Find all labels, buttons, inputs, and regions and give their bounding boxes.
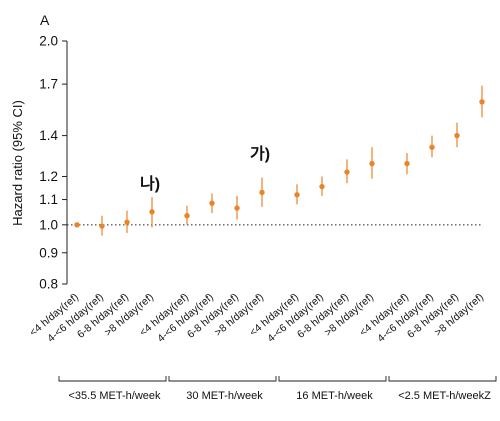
y-tick-label: 1.2: [39, 169, 58, 184]
group-bracket: [388, 376, 497, 382]
group-brackets: <35.5 MET-h/week 30 MET-h/week 16 MET-h/we…: [58, 376, 497, 402]
y-tick-label: 1.0: [39, 217, 58, 232]
hazard-ratio-point: [479, 99, 485, 105]
hazard-ratio-point: [99, 223, 105, 229]
hazard-ratio-point: [124, 219, 130, 225]
hazard-ratio-point: [149, 209, 155, 215]
data-marks: [74, 85, 485, 236]
hazard-ratio-point: [429, 144, 435, 150]
hazard-ratio-point: [319, 183, 325, 190]
hazard-ratio-point: [344, 169, 350, 175]
hazard-ratio-point: [259, 189, 265, 196]
hazard-ratio-point: [294, 192, 300, 198]
group-label: <35.5 MET-h/week: [68, 390, 161, 402]
annotation-label: 나): [140, 175, 160, 193]
y-ticks: 0.8 0.9 1.0 1.1 1.2 1.4 1.7 2.0: [39, 34, 67, 292]
hazard-ratio-point: [404, 160, 410, 167]
annotations: 나) 가): [140, 145, 270, 193]
y-tick-label: 1.7: [39, 77, 58, 92]
hazard-ratio-point: [369, 160, 375, 167]
hazard-ratio-point: [184, 212, 190, 219]
group-bracket: [168, 376, 277, 382]
group-bracket: [58, 376, 167, 382]
y-tick-label: 1.4: [39, 128, 58, 143]
group-label: <2.5 MET-h/weekZ: [398, 390, 491, 402]
y-tick-label: 0.9: [39, 245, 58, 260]
group-bracket: [278, 376, 387, 382]
x-tick-labels: <4 h/day(ref)4-<6 h/day(ref)6-8 h/day(re…: [27, 291, 486, 345]
hazard-ratio-point: [454, 132, 460, 139]
hazard-ratio-point: [209, 200, 215, 206]
y-axis-title: Hazard ratio (95% CI): [10, 100, 25, 226]
y-tick-label: 0.8: [39, 277, 58, 292]
panel-label: A: [40, 12, 50, 28]
y-tick-label: 2.0: [39, 34, 58, 49]
hazard-ratio-point: [234, 205, 240, 211]
hazard-ratio-point: [74, 222, 80, 228]
group-label: 16 MET-h/week: [296, 390, 373, 402]
group-label: 30 MET-h/week: [186, 390, 263, 402]
y-tick-label: 1.1: [39, 192, 58, 207]
annotation-label: 가): [250, 145, 270, 163]
